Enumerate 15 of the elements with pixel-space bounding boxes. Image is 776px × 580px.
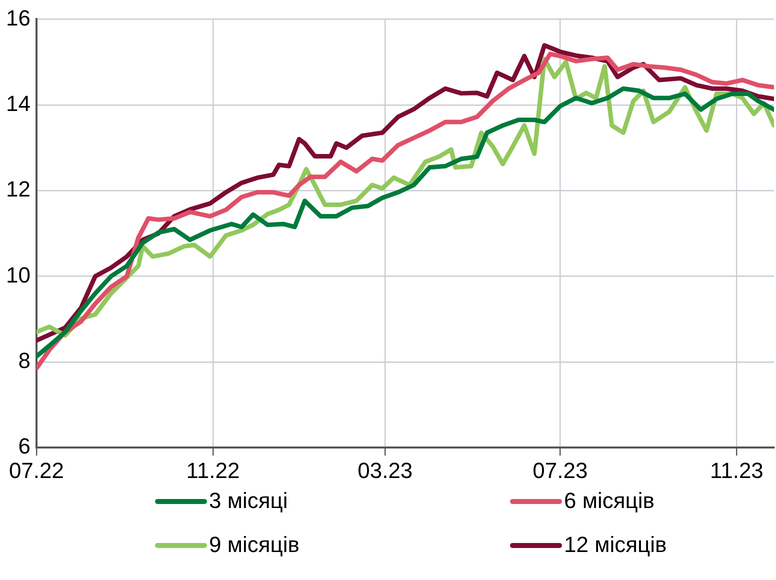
- x-tick-label: 11.23: [710, 458, 764, 483]
- x-tick-label: 07.23: [532, 458, 588, 483]
- legend-label: 9 місяців: [209, 532, 300, 558]
- y-tick-label: 8: [18, 348, 30, 373]
- y-tick-label: 12: [6, 176, 30, 202]
- y-tick-label: 10: [6, 262, 30, 288]
- legend-label: 3 місяці: [209, 488, 288, 514]
- x-tick-label: 03.23: [358, 458, 413, 483]
- x-tick-label: 11.22: [186, 458, 240, 483]
- y-tick-label: 6: [18, 434, 30, 459]
- legend-label: 6 місяців: [564, 488, 654, 514]
- x-tick-label: 07.22: [8, 458, 64, 483]
- y-tick-label: 16: [6, 5, 30, 30]
- y-tick-label: 14: [6, 90, 30, 116]
- legend-label: 12 місяців: [564, 532, 667, 558]
